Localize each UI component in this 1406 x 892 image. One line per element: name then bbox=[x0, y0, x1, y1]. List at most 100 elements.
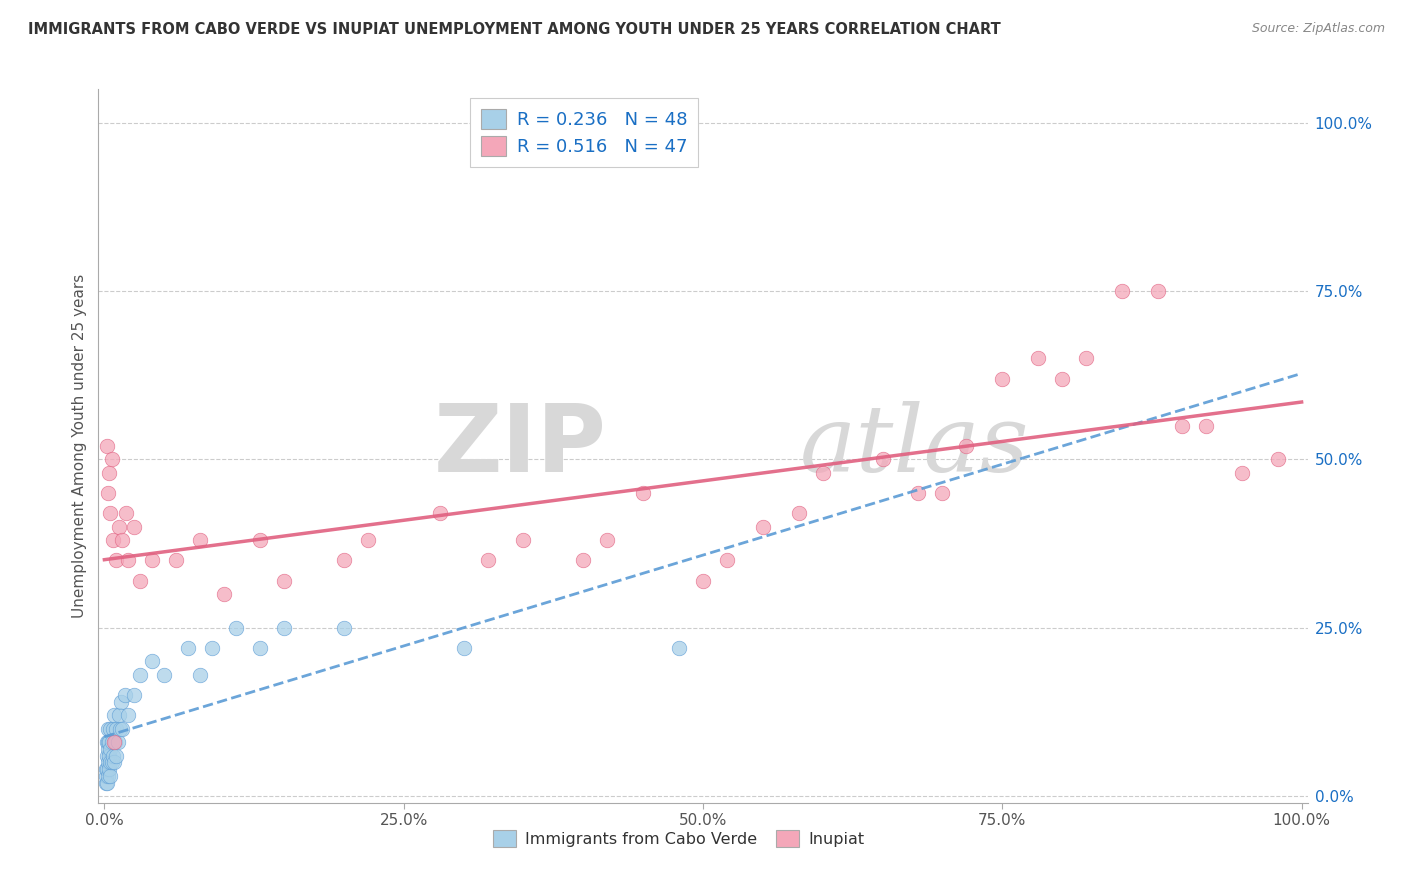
Point bbox=[333, 553, 356, 567]
Point bbox=[96, 775, 118, 789]
Point bbox=[188, 533, 211, 548]
Legend: Immigrants from Cabo Verde, Inupiat: Immigrants from Cabo Verde, Inupiat bbox=[485, 822, 873, 855]
Point bbox=[117, 708, 139, 723]
Point bbox=[94, 775, 117, 789]
Point bbox=[97, 486, 120, 500]
Point bbox=[107, 735, 129, 749]
Point bbox=[107, 708, 129, 723]
Point bbox=[333, 621, 356, 635]
Text: ZIP: ZIP bbox=[433, 400, 606, 492]
Point bbox=[273, 574, 295, 588]
Point bbox=[97, 769, 120, 783]
Point bbox=[103, 735, 125, 749]
Point bbox=[249, 533, 271, 548]
Point bbox=[955, 439, 977, 453]
Point bbox=[872, 452, 894, 467]
Text: Source: ZipAtlas.com: Source: ZipAtlas.com bbox=[1251, 22, 1385, 36]
Point bbox=[103, 708, 125, 723]
Point bbox=[752, 520, 775, 534]
Point bbox=[201, 640, 224, 655]
Point bbox=[96, 748, 118, 763]
Point bbox=[1111, 284, 1133, 298]
Point bbox=[100, 452, 122, 467]
Point bbox=[357, 533, 380, 548]
Point bbox=[101, 533, 124, 548]
Point bbox=[165, 553, 187, 567]
Point bbox=[100, 769, 122, 783]
Point bbox=[107, 520, 129, 534]
Point bbox=[96, 735, 118, 749]
Point bbox=[453, 640, 475, 655]
Text: atlas: atlas bbox=[800, 401, 1029, 491]
Point bbox=[716, 553, 738, 567]
Point bbox=[114, 688, 136, 702]
Point bbox=[129, 668, 152, 682]
Point bbox=[811, 466, 834, 480]
Point bbox=[97, 722, 120, 736]
Point bbox=[631, 486, 654, 500]
Point bbox=[98, 466, 121, 480]
Point bbox=[100, 735, 122, 749]
Text: IMMIGRANTS FROM CABO VERDE VS INUPIAT UNEMPLOYMENT AMONG YOUTH UNDER 25 YEARS CO: IMMIGRANTS FROM CABO VERDE VS INUPIAT UN… bbox=[28, 22, 1001, 37]
Point bbox=[97, 742, 120, 756]
Point bbox=[249, 640, 271, 655]
Point bbox=[1171, 418, 1194, 433]
Point bbox=[105, 748, 128, 763]
Point bbox=[177, 640, 200, 655]
Point bbox=[907, 486, 929, 500]
Point bbox=[100, 756, 122, 770]
Point bbox=[111, 722, 134, 736]
Point bbox=[96, 439, 118, 453]
Point bbox=[212, 587, 235, 601]
Point bbox=[1147, 284, 1170, 298]
Point bbox=[188, 668, 211, 682]
Point bbox=[512, 533, 534, 548]
Point bbox=[100, 742, 122, 756]
Point bbox=[991, 372, 1014, 386]
Point bbox=[100, 756, 122, 770]
Point bbox=[477, 553, 499, 567]
Point bbox=[98, 762, 121, 776]
Point bbox=[572, 553, 595, 567]
Point bbox=[105, 553, 128, 567]
Point bbox=[117, 553, 139, 567]
Point bbox=[1267, 452, 1289, 467]
Point bbox=[787, 506, 810, 520]
Point bbox=[1195, 418, 1218, 433]
Point bbox=[124, 688, 146, 702]
Point bbox=[94, 769, 117, 783]
Point bbox=[100, 722, 122, 736]
Point bbox=[429, 506, 451, 520]
Y-axis label: Unemployment Among Youth under 25 years: Unemployment Among Youth under 25 years bbox=[72, 274, 87, 618]
Point bbox=[97, 735, 120, 749]
Point bbox=[105, 722, 128, 736]
Point bbox=[1026, 351, 1049, 366]
Point bbox=[96, 762, 118, 776]
Point bbox=[100, 506, 122, 520]
Point bbox=[98, 748, 121, 763]
Point bbox=[129, 574, 152, 588]
Point bbox=[94, 762, 117, 776]
Point bbox=[931, 486, 953, 500]
Point bbox=[141, 553, 163, 567]
Point bbox=[98, 735, 121, 749]
Point bbox=[108, 722, 131, 736]
Point bbox=[104, 735, 127, 749]
Point bbox=[1074, 351, 1097, 366]
Point bbox=[101, 722, 124, 736]
Point bbox=[153, 668, 176, 682]
Point bbox=[596, 533, 619, 548]
Point bbox=[124, 520, 146, 534]
Point bbox=[141, 655, 163, 669]
Point bbox=[225, 621, 247, 635]
Point bbox=[1230, 466, 1253, 480]
Point bbox=[101, 748, 124, 763]
Point bbox=[97, 756, 120, 770]
Point bbox=[1050, 372, 1073, 386]
Point bbox=[115, 506, 138, 520]
Point bbox=[111, 533, 134, 548]
Point bbox=[103, 756, 125, 770]
Point bbox=[668, 640, 690, 655]
Point bbox=[110, 695, 132, 709]
Point bbox=[273, 621, 295, 635]
